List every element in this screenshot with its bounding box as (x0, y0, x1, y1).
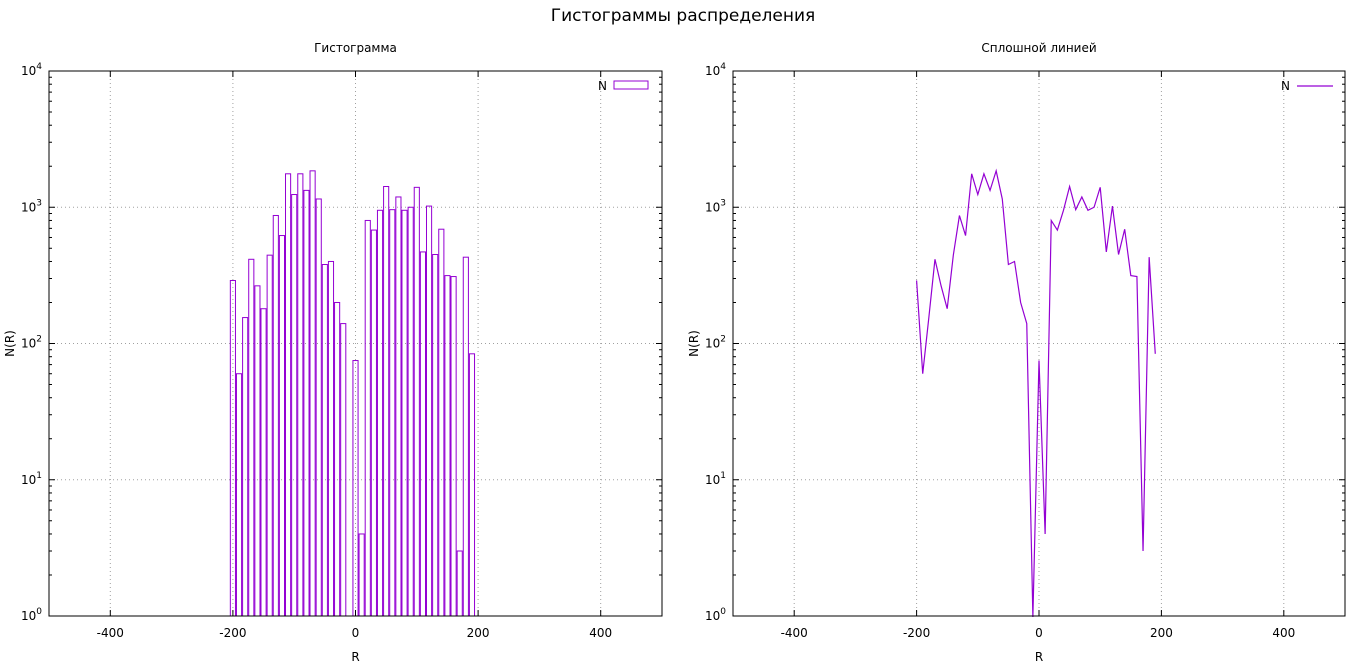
histogram-y-tick-label: 100 (21, 607, 42, 623)
histogram-bar (315, 198, 322, 617)
histogram-bar (419, 251, 426, 617)
line-panel: Сплошной линией R N(R) -400 -200 0 200 400 10… (687, 41, 1346, 664)
histogram-bar (291, 194, 298, 617)
histogram-bar (285, 173, 292, 617)
histogram-bar (444, 275, 451, 617)
histogram-x-tick-label: -200 (219, 626, 246, 640)
histogram-bar (395, 196, 402, 617)
histogram-bar (389, 209, 396, 617)
histogram-bar (456, 550, 463, 617)
histogram-bar (272, 214, 279, 617)
histogram-bar (327, 260, 335, 617)
histogram-x-tick-label: -400 (97, 626, 124, 640)
line-chart-x-tick-label: -200 (903, 626, 930, 640)
line-chart-series (916, 168, 1156, 618)
histogram-bar (358, 533, 365, 617)
histogram-bar (407, 206, 414, 617)
histogram-x-tick-label: 0 (352, 626, 360, 640)
line-chart-y-tick-label: 104 (705, 62, 726, 78)
histogram-bar (266, 254, 273, 617)
histogram-y-tick-label: 104 (21, 62, 42, 78)
line-chart-x-tick-label: 0 (1035, 626, 1043, 640)
histogram-y-tick-label: 103 (21, 198, 42, 214)
histogram-bar (242, 317, 249, 617)
histogram-bar (462, 256, 469, 617)
histogram-bar (413, 186, 420, 617)
histogram-bar (352, 360, 359, 617)
histogram-bar (468, 353, 476, 617)
histogram-y-tick-label: 102 (21, 335, 42, 351)
histogram-bar (438, 228, 445, 617)
histogram-bar (309, 170, 316, 617)
histogram-x-tick-label: 400 (589, 626, 612, 640)
line-chart-y-tick-label: 103 (705, 198, 726, 214)
histogram-bar (248, 258, 255, 617)
histogram-bar (297, 173, 304, 617)
histogram-bar (303, 189, 310, 617)
histogram-bar (235, 373, 243, 617)
line-chart-legend-label: N (1281, 79, 1290, 93)
histogram-bar (229, 279, 236, 617)
histogram-legend-label: N (598, 79, 607, 93)
line-chart-x-tick-label: -400 (781, 626, 808, 640)
histogram-y-tick-label: 101 (21, 471, 42, 487)
line-chart-y-tick-label: 101 (705, 471, 726, 487)
histogram-bar (321, 264, 328, 617)
histogram-bar (340, 323, 347, 617)
histogram-bar (383, 186, 390, 617)
histogram-bar (334, 301, 341, 617)
histogram-bar (260, 308, 267, 617)
line-chart-x-tick-label: 200 (1150, 626, 1173, 640)
histogram-title: Гистограмма (314, 41, 397, 55)
histogram-bar (425, 205, 433, 617)
histogram-panel: Гистограмма R N(R) -400 -200 0 200 400 100 101… (3, 41, 663, 664)
line-chart-y-tick-label: 100 (705, 607, 726, 623)
line-chart-y-axis-label: N(R) (687, 330, 701, 357)
histogram-bar (432, 253, 439, 617)
histogram-legend-key (613, 80, 649, 90)
histogram-bar (254, 285, 261, 617)
histogram-bar (401, 209, 408, 617)
histogram-x-axis-label: R (351, 650, 359, 664)
line-chart-x-tick-label: 400 (1272, 626, 1295, 640)
page-title: Гистограммы распределения (550, 6, 816, 26)
histogram-y-axis-label: N(R) (3, 330, 17, 357)
line-chart-x-axis-label: R (1035, 650, 1043, 664)
histogram-bar (364, 219, 371, 617)
histogram-bar (376, 209, 384, 617)
line-chart-y-tick-label: 102 (705, 335, 726, 351)
histogram-x-tick-label: 200 (467, 626, 490, 640)
histogram-bar (450, 276, 457, 617)
line-chart-title: Сплошной линией (981, 41, 1096, 55)
histogram-bar (370, 229, 377, 617)
histogram-bar (278, 235, 286, 617)
